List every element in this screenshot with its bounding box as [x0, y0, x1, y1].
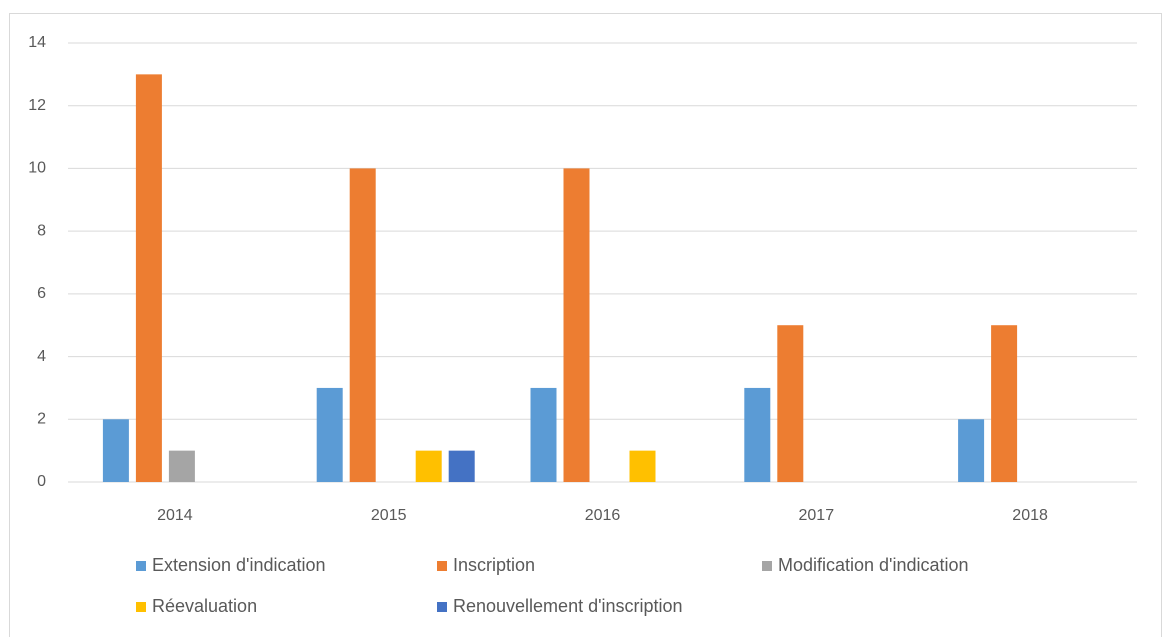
x-tick-label: 2017: [799, 507, 835, 524]
bar: [777, 325, 804, 482]
x-tick-label: 2014: [157, 507, 193, 524]
bar: [349, 168, 376, 482]
x-tick-label: 2016: [585, 507, 621, 524]
bar: [135, 74, 162, 482]
bar: [530, 387, 557, 482]
legend-swatch: [762, 561, 772, 571]
bar: [958, 419, 985, 482]
x-tick-label: 2018: [1012, 507, 1048, 524]
bar: [316, 387, 343, 482]
bar: [991, 325, 1018, 482]
legend-text: Réevaluation: [152, 596, 257, 616]
bar: [744, 387, 771, 482]
y-tick-label: 12: [28, 97, 46, 114]
y-tick-label: 6: [37, 285, 46, 302]
legend-swatch: [136, 602, 146, 612]
bar: [448, 450, 475, 482]
bar: [102, 419, 129, 482]
legend-text: Modification d'indication: [778, 555, 969, 575]
y-tick-label: 2: [37, 411, 46, 428]
y-tick-label: 10: [28, 160, 46, 177]
y-tick-label: 14: [28, 34, 46, 51]
bar: [563, 168, 590, 482]
bar: [629, 450, 656, 482]
y-tick-label: 8: [37, 222, 46, 239]
y-tick-label: 4: [37, 348, 46, 365]
y-tick-label: 0: [37, 473, 46, 490]
legend-swatch: [136, 561, 146, 571]
legend-swatch: [437, 602, 447, 612]
legend-text: Extension d'indication: [152, 555, 326, 575]
bar: [415, 450, 442, 482]
bar: [168, 450, 195, 482]
legend-text: Renouvellement d'inscription: [453, 596, 683, 616]
x-tick-label: 2015: [371, 507, 407, 524]
legend-text: Inscription: [453, 555, 535, 575]
legend-swatch: [437, 561, 447, 571]
